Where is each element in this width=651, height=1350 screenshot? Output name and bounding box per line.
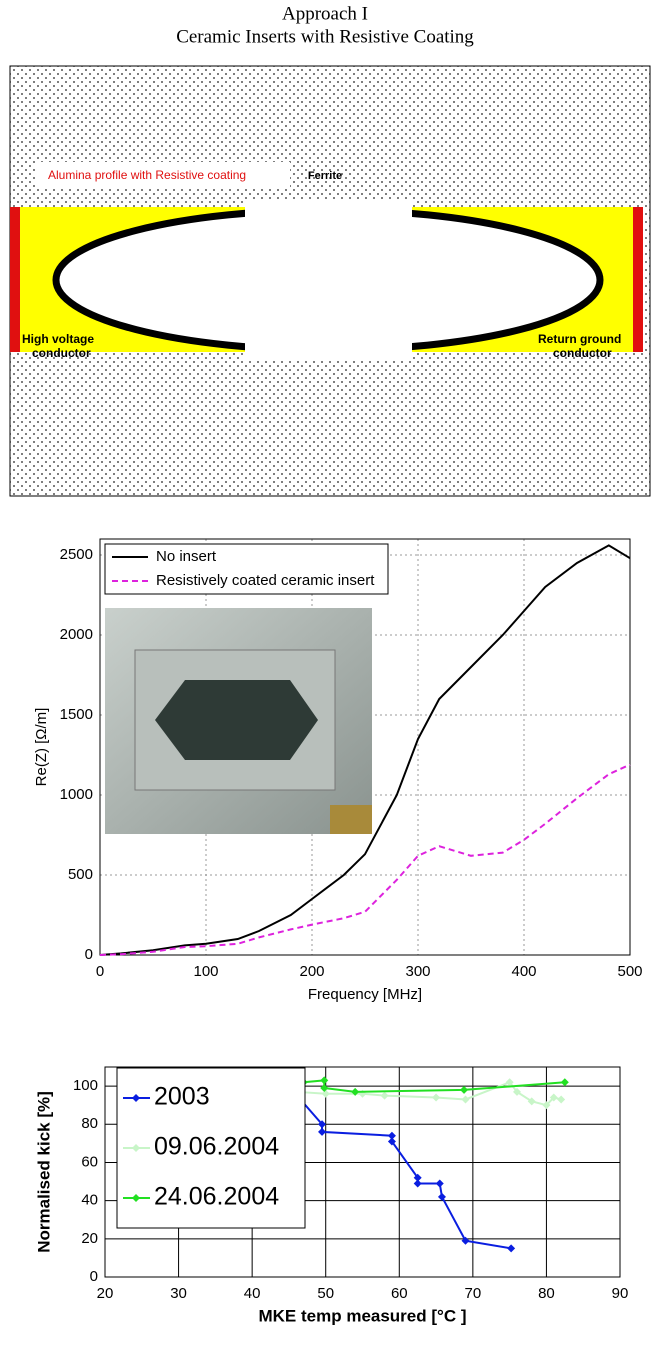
y-tick-label: 0: [85, 946, 93, 963]
conductor: [633, 207, 643, 352]
legend-marker: [132, 1094, 140, 1102]
x-axis-label: MKE temp measured [°C ]: [258, 1306, 466, 1325]
y-tick-label: 40: [81, 1192, 98, 1209]
chart: 0 500 1000 1500 2000 2500 0 100 200 300 400 500 Freq…: [33, 538, 643, 1003]
plot-frame: [99, 538, 631, 956]
data-line: [99, 544, 631, 956]
y-tick-label: 20: [81, 1230, 98, 1247]
legend-label: 2003: [154, 1083, 210, 1111]
data-point: [320, 1084, 329, 1092]
data-point: [527, 1097, 536, 1106]
y-axis-label: Normalised kick [%]: [34, 1091, 53, 1253]
x-tick-label: 200: [299, 963, 324, 980]
data-point: [432, 1093, 441, 1102]
ferrite-label: Ferrite: [308, 170, 342, 182]
alumina-label: Alumina profile with Resistive coating: [48, 168, 246, 182]
data-point: [380, 1091, 389, 1100]
legend-box: [104, 543, 389, 595]
data-point: [413, 1179, 422, 1188]
title-line: Ceramic Inserts with Resistive Coating: [176, 26, 474, 47]
y-tick-label: 0: [90, 1268, 98, 1285]
data-point: [435, 1179, 444, 1188]
data-point: [437, 1192, 446, 1201]
data-point: [461, 1095, 470, 1104]
data-point: [542, 1101, 551, 1110]
data-point: [549, 1093, 558, 1102]
x-tick-label: 30: [170, 1285, 187, 1302]
x-tick-label: 60: [391, 1285, 408, 1302]
x-tick-label: 100: [193, 963, 218, 980]
y-axis-label: Re(Z) [Ω/m]: [33, 708, 50, 787]
x-tick-label: 500: [617, 963, 642, 980]
data-point: [387, 1137, 396, 1146]
y-tick-label: 2000: [60, 626, 93, 643]
y-tick-label: 2500: [60, 546, 93, 563]
legend-label: 24.06.2004: [154, 1183, 279, 1211]
data-point: [320, 1076, 329, 1085]
legend-label: 09.06.2004: [154, 1133, 279, 1161]
diagram: Ferrite Alumina profile with Resistive c…: [9, 65, 651, 497]
x-tick-label: 400: [511, 963, 536, 980]
data-point: [318, 1120, 327, 1129]
legend-label: Resistively coated ceramic insert: [156, 572, 375, 589]
y-tick-label: 500: [68, 866, 93, 883]
y-tick-label: 1500: [60, 706, 93, 723]
x-tick-label: 80: [538, 1285, 555, 1302]
data-point: [413, 1173, 422, 1182]
x-tick-label: 300: [405, 963, 430, 980]
data-point: [387, 1131, 396, 1140]
label-box: [37, 162, 290, 189]
legend-marker: [132, 1144, 140, 1152]
conductor-label: conductor: [553, 346, 612, 360]
data-point: [513, 1087, 521, 1096]
x-tick-label: 40: [244, 1285, 261, 1302]
data-point: [318, 1127, 327, 1136]
conductor-label: High voltage: [22, 332, 94, 346]
data-point: [321, 1089, 330, 1098]
y-tick-label: 100: [73, 1077, 98, 1094]
data-point: [351, 1087, 360, 1096]
data-point: [507, 1244, 516, 1253]
y-tick-label: 60: [81, 1153, 98, 1170]
plot-frame: [104, 1066, 621, 1278]
y-tick-label: 80: [81, 1115, 98, 1132]
x-tick-label: 90: [612, 1285, 629, 1302]
y-tick-label: 1000: [60, 786, 93, 803]
data-line: [99, 763, 631, 956]
x-tick-label: 70: [465, 1285, 482, 1302]
x-tick-label: 20: [97, 1285, 114, 1302]
x-axis-label: Frequency [MHz]: [308, 986, 422, 1003]
title-line: Approach I: [282, 3, 368, 24]
x-tick-label: 50: [317, 1285, 334, 1302]
conductor-label: Return ground: [538, 332, 621, 346]
data-point: [505, 1078, 514, 1087]
gap: [245, 200, 412, 360]
legend-marker: [132, 1194, 140, 1202]
x-tick-label: 0: [96, 963, 104, 980]
photo-aperture: [155, 680, 318, 760]
data-point: [560, 1078, 569, 1087]
legend-label: No insert: [156, 548, 217, 565]
data-point: [460, 1085, 469, 1094]
conductor-label: conductor: [32, 346, 91, 360]
photo-clamp: [330, 805, 372, 834]
data-point: [461, 1236, 470, 1245]
data-point: [557, 1095, 566, 1104]
conductor: [10, 207, 20, 352]
